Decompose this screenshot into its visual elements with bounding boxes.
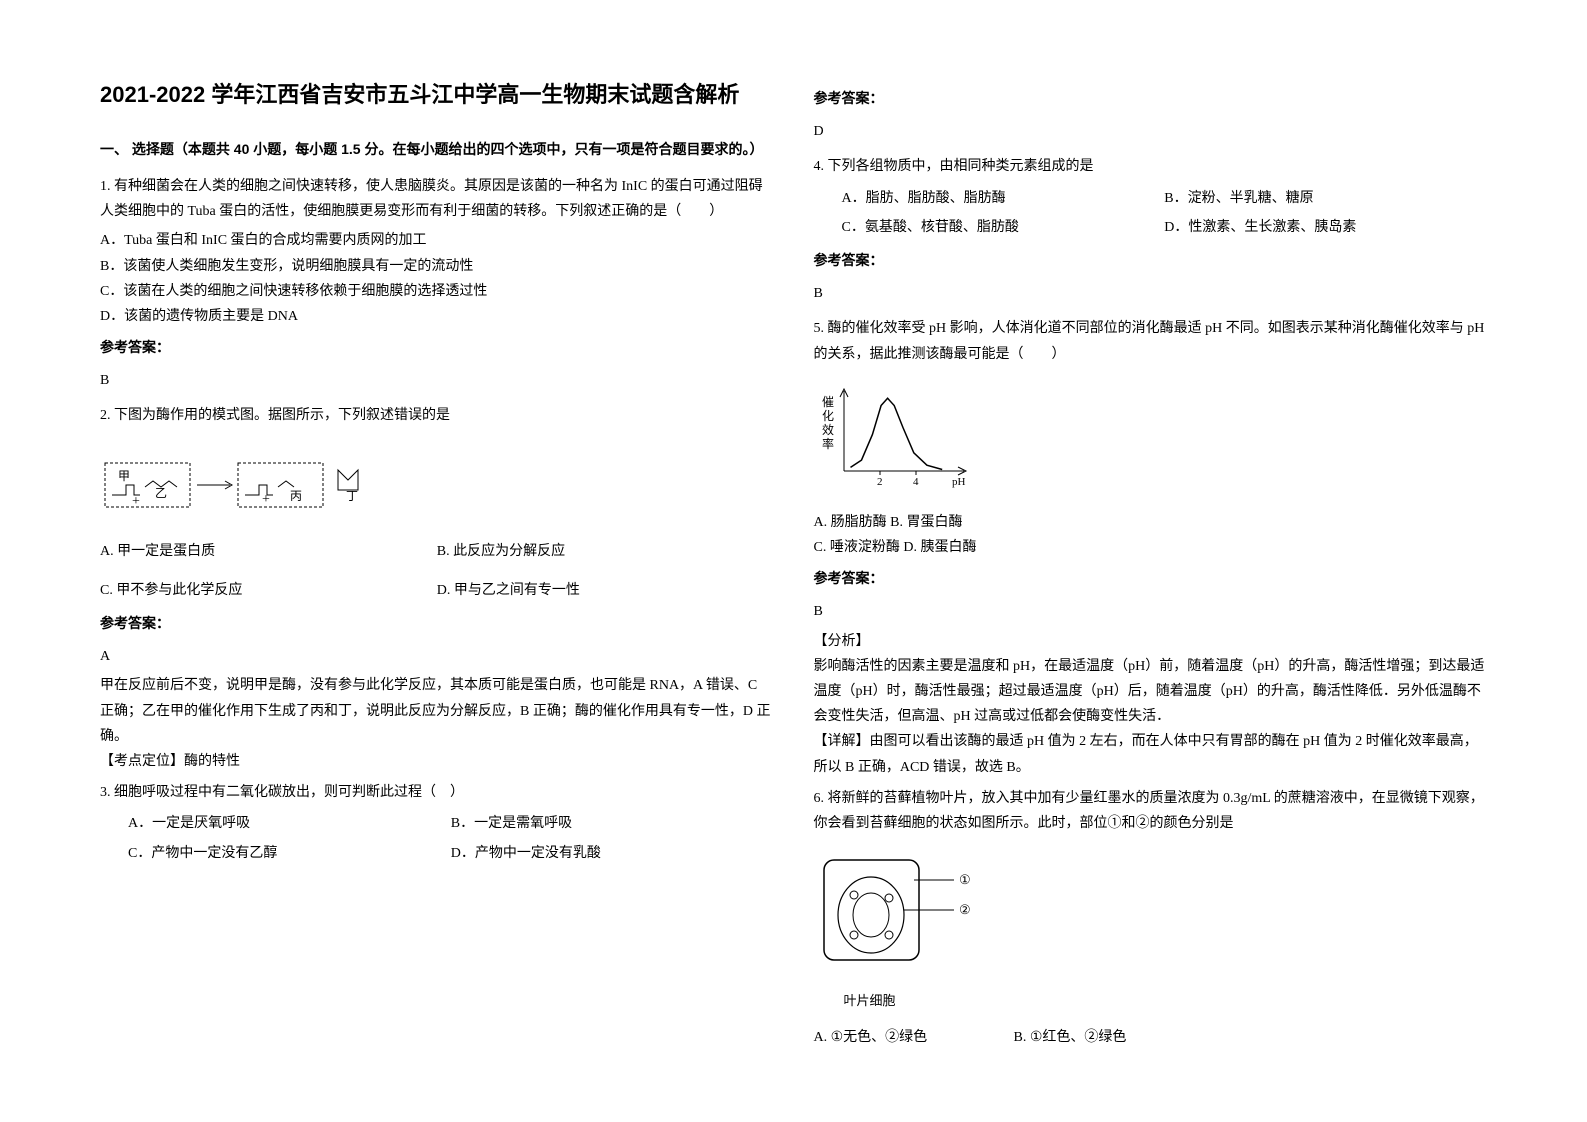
q2-options-row2: C. 甲不参与此化学反应 D. 甲与乙之间有专一性 — [100, 578, 774, 603]
q5-answer-label: 参考答案： — [814, 566, 1488, 591]
q2-option-d: D. 甲与乙之间有专一性 — [437, 578, 774, 603]
svg-text:+: + — [132, 494, 140, 509]
q6-options-row1: A. ①无色、②绿色 B. ①红色、②绿色 — [814, 1025, 1488, 1050]
q1-answer-label: 参考答案： — [100, 335, 774, 360]
diagram-label-bing: 丙 — [290, 489, 302, 503]
cell-label-2: ② — [959, 902, 971, 917]
cell-diagram-caption: 叶片细胞 — [814, 989, 1488, 1012]
q4-answer-label: 参考答案： — [814, 248, 1488, 273]
q3-option-a: A．一定是厌氧呼吸 — [128, 811, 451, 836]
enzyme-diagram-svg: 甲 乙 + 丙 + 丁 — [100, 445, 380, 525]
q6-cell-diagram: ① ② 叶片细胞 — [814, 850, 1488, 1013]
cell-svg: ① ② — [814, 850, 994, 980]
cell-label-1: ① — [959, 872, 971, 887]
right-column: 参考答案： D 4. 下列各组物质中，由相同种类元素组成的是 A．脂肪、脂肪酸、… — [814, 80, 1488, 1082]
q5-ph-chart: 催 化 效 率 2 4 pH — [814, 381, 1488, 500]
q4-options-row1: A．脂肪、脂肪酸、脂肪酶 B．淀粉、半乳糖、糖原 — [814, 186, 1488, 211]
q4-option-b: B．淀粉、半乳糖、糖原 — [1164, 186, 1487, 211]
q1-option-c: C．该菌在人类的细胞之间快速转移依赖于细胞膜的选择透过性 — [100, 279, 774, 304]
chart-xlabel: pH — [952, 476, 966, 488]
q5-answer: B — [814, 599, 1488, 624]
q2-explanation-2: 【考点定位】酶的特性 — [100, 749, 774, 774]
q5-analysis-label: 【分析】 — [814, 629, 1488, 654]
q5-option-d: D. 胰蛋白酶 — [903, 540, 976, 555]
q5-options-row2: C. 唾液淀粉酶 D. 胰蛋白酶 — [814, 535, 1488, 560]
q1-option-d: D．该菌的遗传物质主要是 DNA — [100, 304, 774, 329]
q5-option-c: C. 唾液淀粉酶 — [814, 540, 900, 555]
chart-ylabel-4: 率 — [822, 436, 834, 451]
q5-option-a: A. 肠脂肪酶 — [814, 515, 887, 530]
q1-answer: B — [100, 368, 774, 393]
q6-option-a: A. ①无色、②绿色 — [814, 1025, 1014, 1050]
q2-explanation-1: 甲在反应前后不变，说明甲是酶，没有参与此化学反应，其本质可能是蛋白质，也可能是 … — [100, 673, 774, 749]
q2-answer: A — [100, 644, 774, 669]
chart-xtick-4: 4 — [913, 476, 919, 488]
q2-options-row1: A. 甲一定是蛋白质 B. 此反应为分解反应 — [100, 539, 774, 564]
svg-text:+: + — [262, 492, 270, 507]
chart-ylabel-3: 效 — [822, 422, 834, 437]
q3-answer-label: 参考答案： — [814, 86, 1488, 111]
q2-stem: 2. 下图为酶作用的模式图。据图所示，下列叙述错误的是 — [100, 403, 774, 428]
exam-title: 2021-2022 学年江西省吉安市五斗江中学高一生物期末试题含解析 — [100, 80, 774, 111]
chart-xtick-2: 2 — [877, 476, 883, 488]
chart-ylabel-1: 催 — [822, 395, 834, 409]
ph-curve-svg: 催 化 效 率 2 4 pH — [814, 381, 984, 491]
q5-analysis: 影响酶活性的因素主要是温度和 pH，在最适温度（pH）前，随着温度（pH）的升高… — [814, 654, 1488, 730]
q3-option-b: B．一定是需氧呼吸 — [451, 811, 774, 836]
q1-stem: 1. 有种细菌会在人类的细胞之间快速转移，使人患脑膜炎。其原因是该菌的一种名为 … — [100, 174, 774, 224]
diagram-label-yi: 乙 — [155, 486, 167, 500]
q3-option-c: C．产物中一定没有乙醇 — [128, 841, 451, 866]
q5-option-b: B. 胃蛋白酶 — [890, 515, 962, 530]
q4-options-row2: C．氨基酸、核苷酸、脂肪酸 D．性激素、生长激素、胰岛素 — [814, 215, 1488, 240]
q5-detail: 【详解】由图可以看出该酶的最适 pH 值为 2 左右，而在人体中只有胃部的酶在 … — [814, 729, 1488, 779]
left-column: 2021-2022 学年江西省吉安市五斗江中学高一生物期末试题含解析 一、 选择… — [100, 80, 774, 1082]
q2-answer-label: 参考答案： — [100, 611, 774, 636]
q6-option-b: B. ①红色、②绿色 — [1014, 1025, 1127, 1050]
q4-stem: 4. 下列各组物质中，由相同种类元素组成的是 — [814, 154, 1488, 179]
q2-enzyme-diagram: 甲 乙 + 丙 + 丁 — [100, 445, 774, 525]
chart-ylabel-2: 化 — [822, 409, 834, 423]
q3-stem: 3. 细胞呼吸过程中有二氧化碳放出，则可判断此过程（ ） — [100, 780, 774, 805]
q3-options-row1: A．一定是厌氧呼吸 B．一定是需氧呼吸 — [100, 811, 774, 836]
q6-stem: 6. 将新鲜的苔藓植物叶片，放入其中加有少量红墨水的质量浓度为 0.3g/mL … — [814, 786, 1488, 836]
q5-options-row1: A. 肠脂肪酶 B. 胃蛋白酶 — [814, 510, 1488, 535]
section-1-header: 一、 选择题（本题共 40 小题，每小题 1.5 分。在每小题给出的四个选项中，… — [100, 137, 774, 162]
q2-option-b: B. 此反应为分解反应 — [437, 539, 774, 564]
q3-answer: D — [814, 119, 1488, 144]
q4-option-d: D．性激素、生长激素、胰岛素 — [1164, 215, 1487, 240]
q2-option-c: C. 甲不参与此化学反应 — [100, 578, 437, 603]
q4-option-c: C．氨基酸、核苷酸、脂肪酸 — [842, 215, 1165, 240]
q5-stem: 5. 酶的催化效率受 pH 影响，人体消化道不同部位的消化酶最适 pH 不同。如… — [814, 316, 1488, 366]
q3-option-d: D．产物中一定没有乳酸 — [451, 841, 774, 866]
q2-option-a: A. 甲一定是蛋白质 — [100, 539, 437, 564]
q1-option-b: B．该菌使人类细胞发生变形，说明细胞膜具有一定的流动性 — [100, 254, 774, 279]
diagram-label-jia: 甲 — [118, 469, 130, 483]
q4-answer: B — [814, 281, 1488, 306]
q3-options-row2: C．产物中一定没有乙醇 D．产物中一定没有乳酸 — [100, 841, 774, 866]
diagram-label-ding: 丁 — [346, 489, 358, 503]
q1-option-a: A．Tuba 蛋白和 InIC 蛋白的合成均需要内质网的加工 — [100, 228, 774, 253]
q4-option-a: A．脂肪、脂肪酸、脂肪酶 — [842, 186, 1165, 211]
